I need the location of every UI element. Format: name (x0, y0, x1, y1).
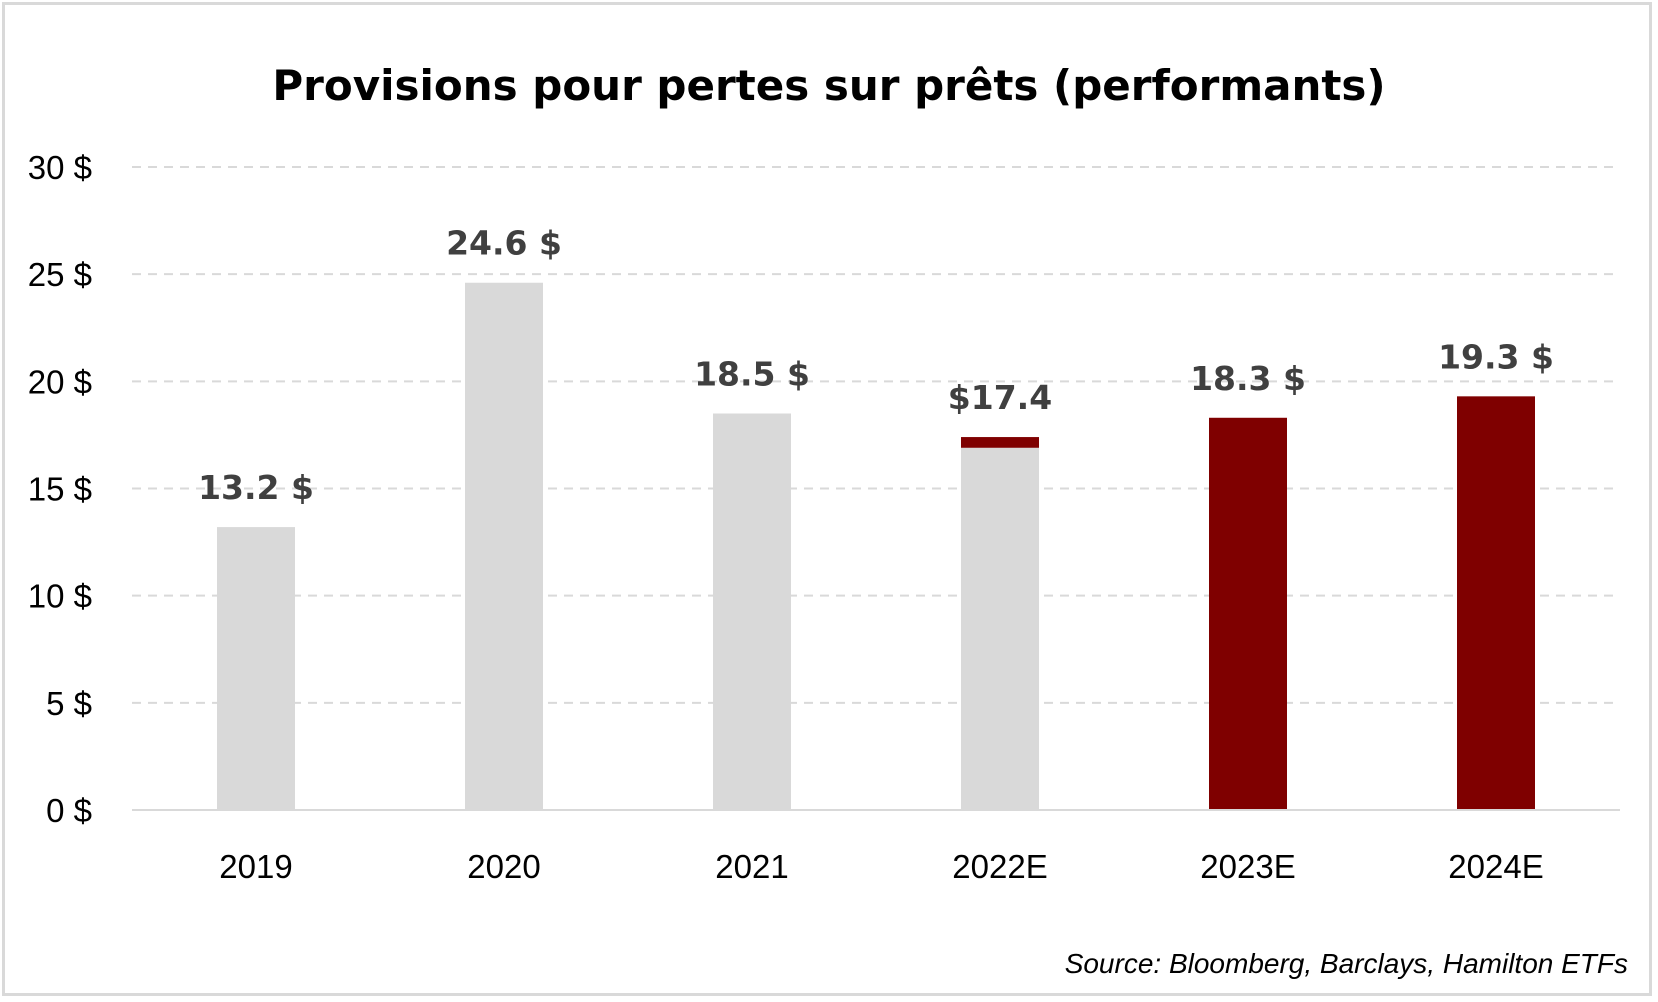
y-axis: 0 $ 5 $ 10 $ 15 $ 20 $ 25 $ 30 $ (28, 149, 92, 829)
x-tick-label: 2024E (1448, 848, 1543, 885)
bar-2023E-estimate (1209, 417, 1287, 810)
bar-2024E-estimate (1457, 396, 1535, 810)
y-tick-label: 30 $ (28, 149, 92, 186)
y-tick-label: 25 $ (28, 256, 92, 293)
y-tick-label: 15 $ (28, 471, 92, 508)
data-labels: 13.2 $ 24.6 $ 18.5 $ $17.4 18.3 $ 19.3 $ (198, 224, 1554, 507)
x-tick-label: 2019 (219, 848, 292, 885)
x-tick-label: 2020 (467, 848, 540, 885)
x-tick-label: 2021 (715, 848, 788, 885)
x-axis: 2019 2020 2021 2022E 2023E 2024E (132, 809, 1620, 885)
gridlines (132, 166, 1620, 704)
bar-2020-actual (465, 282, 543, 810)
y-tick-label: 0 $ (46, 792, 92, 829)
x-tick-label: 2023E (1200, 848, 1295, 885)
y-tick-label: 20 $ (28, 363, 92, 400)
data-label-2021: 18.5 $ (694, 354, 810, 393)
chart-title: Provisions pour pertes sur prêts (perfor… (272, 61, 1385, 110)
bar-2022E-actual (961, 447, 1039, 810)
data-label-2022E: $17.4 (948, 378, 1052, 417)
x-tick-label: 2022E (952, 848, 1047, 885)
data-label-2024E: 19.3 $ (1438, 337, 1554, 376)
y-tick-label: 5 $ (46, 685, 92, 722)
bar-2022E-estimate (961, 437, 1039, 448)
bar-2019-actual (217, 527, 295, 810)
source-note: Source: Bloomberg, Barclays, Hamilton ET… (1065, 948, 1628, 979)
data-label-2023E: 18.3 $ (1190, 359, 1306, 398)
data-label-2020: 24.6 $ (446, 224, 562, 263)
bars (217, 282, 1535, 810)
bar-2021-actual (713, 413, 791, 810)
data-label-2019: 13.2 $ (198, 468, 314, 507)
y-tick-label: 10 $ (28, 578, 92, 615)
